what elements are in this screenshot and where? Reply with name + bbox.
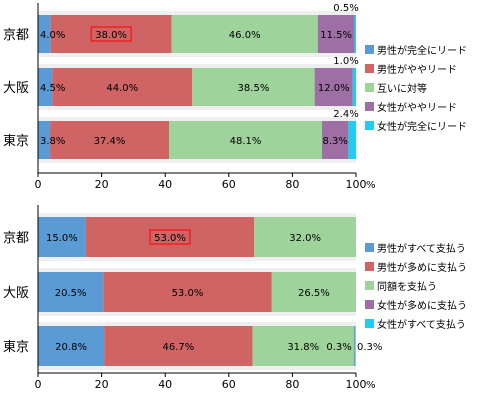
legend-label: 女性が多めに支払う [377, 299, 467, 312]
category-label: 東京 [3, 133, 29, 149]
legend-label: 女性が完全にリード [377, 120, 467, 133]
value-label: 0.3% [357, 342, 382, 353]
value-label: 32.0% [289, 233, 321, 244]
category-label: 東京 [3, 339, 29, 355]
value-label: 0.5% [333, 3, 358, 14]
value-label: 15.0% [46, 233, 78, 244]
legend-label: 女性がすべて支払う [377, 318, 466, 331]
x-tick-label: 0 [35, 378, 42, 391]
category-label: 大阪 [3, 81, 29, 96]
bar-segment [354, 15, 356, 53]
legend-swatch [365, 281, 374, 290]
x-unit-label: % [366, 380, 376, 391]
bar-segment [192, 68, 315, 106]
category-label: 京都 [3, 28, 29, 43]
bar-segment [348, 121, 356, 159]
value-label: 4.5% [40, 83, 65, 94]
x-tick-label: 100 [346, 378, 367, 391]
value-label: 11.5% [320, 30, 352, 41]
x-tick-label: 40 [158, 178, 172, 191]
category-label: 京都 [3, 231, 29, 246]
bar-segment [354, 326, 356, 366]
legend-label: 男性がややリード [377, 63, 457, 76]
bar-segment [38, 326, 105, 366]
legend-label: 互いに対等 [377, 82, 427, 95]
value-label: 46.7% [163, 342, 195, 353]
value-label: 53.0% [154, 233, 186, 244]
value-label: 3.8% [40, 136, 65, 147]
legend-swatch [365, 83, 374, 92]
value-label: 20.8% [55, 342, 87, 353]
x-tick-label: 80 [285, 378, 299, 391]
bar-segment [321, 121, 349, 159]
bar-segment [171, 15, 318, 53]
legend-swatch [365, 319, 374, 328]
highlight-box [90, 26, 132, 42]
value-label: 4.0% [40, 30, 65, 41]
legend-label: 女性がややリード [377, 101, 457, 114]
x-unit-label: % [366, 180, 376, 191]
value-label: 31.8% [287, 342, 319, 353]
category-label: 大阪 [3, 286, 29, 301]
bar-segment [252, 326, 354, 366]
x-tick-label: 20 [95, 378, 109, 391]
value-label: 53.0% [172, 288, 204, 299]
bar-segment [85, 217, 255, 257]
x-tick-label: 20 [95, 178, 109, 191]
bar-segment [271, 272, 356, 312]
bar-segment [38, 217, 86, 257]
bar-segment [169, 121, 322, 159]
legend-swatch [365, 64, 374, 73]
x-tick-label: 0 [35, 178, 42, 191]
legend-label: 男性が完全にリード [377, 44, 467, 57]
x-tick-label: 60 [222, 178, 236, 191]
x-tick-label: 60 [222, 378, 236, 391]
bar-segment [52, 68, 193, 106]
bar-segment [352, 68, 356, 106]
legend-swatch [365, 300, 374, 309]
x-tick-label: 80 [285, 178, 299, 191]
legend-swatch [365, 243, 374, 252]
legend-label: 男性が多めに支払う [377, 261, 467, 274]
value-label: 8.3% [322, 136, 347, 147]
value-label: 44.0% [106, 83, 138, 94]
legend: 男性がすべて支払う男性が多めに支払う同額を支払う女性が多めに支払う女性がすべて支… [365, 242, 467, 331]
legend-swatch [365, 121, 374, 130]
value-label: 0.3% [326, 342, 351, 353]
legend-label: 男性がすべて支払う [377, 242, 466, 255]
value-label: 38.5% [238, 83, 270, 94]
bar-segment [38, 121, 51, 159]
x-tick-label: 40 [158, 378, 172, 391]
bar-segment [50, 15, 172, 53]
bar-segment [38, 272, 104, 312]
bar-segment [254, 217, 356, 257]
x-tick-label: 100 [346, 178, 367, 191]
value-label: 26.5% [298, 288, 330, 299]
value-label: 38.0% [95, 30, 127, 41]
legend-swatch [365, 45, 374, 54]
value-label: 46.0% [229, 30, 261, 41]
bar-segment [317, 15, 355, 53]
bar-segment [38, 68, 53, 106]
bar-segment [38, 15, 51, 53]
value-label: 1.0% [333, 56, 358, 67]
bar-segment [50, 121, 170, 159]
bar-segment [314, 68, 353, 106]
value-label: 48.1% [230, 136, 262, 147]
value-label: 12.0% [318, 83, 350, 94]
legend-swatch [365, 262, 374, 271]
legend-swatch [365, 102, 374, 111]
bar-segment [353, 326, 355, 366]
bar-segment [103, 272, 272, 312]
value-label: 37.4% [94, 136, 126, 147]
legend-label: 同額を支払う [377, 280, 437, 293]
highlight-box [149, 229, 191, 245]
bar-segment [104, 326, 253, 366]
value-label: 20.5% [55, 288, 87, 299]
value-label: 2.4% [333, 109, 358, 120]
